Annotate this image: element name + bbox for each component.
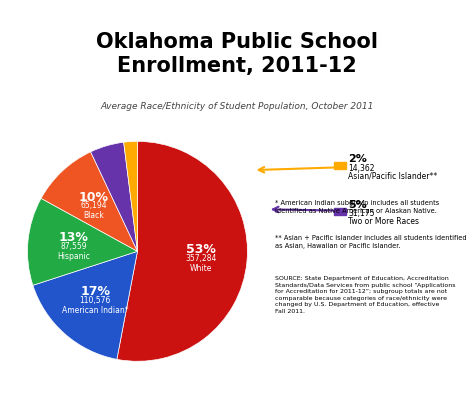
Text: 31,175: 31,175 <box>348 209 375 218</box>
Text: Black: Black <box>83 211 104 220</box>
Text: 17%: 17% <box>80 285 110 298</box>
Text: ** Asian + Pacific Islander includes all students identified
as Asian, Hawaiian : ** Asian + Pacific Islander includes all… <box>275 235 466 249</box>
Wedge shape <box>124 141 137 251</box>
Text: Hispanic: Hispanic <box>57 252 91 261</box>
Bar <box>334 162 346 169</box>
Text: 10%: 10% <box>79 191 109 204</box>
Text: 87,559: 87,559 <box>61 242 87 251</box>
Text: 5%: 5% <box>348 200 367 210</box>
Text: White: White <box>190 264 212 273</box>
Wedge shape <box>91 142 137 251</box>
Bar <box>334 208 346 215</box>
Wedge shape <box>41 152 137 251</box>
Text: Average Race/Ethnicity of Student Population, October 2011: Average Race/Ethnicity of Student Popula… <box>100 101 374 110</box>
Wedge shape <box>27 198 137 285</box>
Wedge shape <box>33 251 137 359</box>
Text: 357,284: 357,284 <box>185 254 217 263</box>
Text: 110,576: 110,576 <box>80 296 111 305</box>
Text: American Indian*: American Indian* <box>62 306 128 315</box>
Text: Two or More Races: Two or More Races <box>348 217 419 225</box>
Wedge shape <box>117 141 247 361</box>
Text: SOURCE: State Department of Education, Accreditation
Standards/Data Services fro: SOURCE: State Department of Education, A… <box>275 276 456 314</box>
Text: 2%: 2% <box>348 154 367 164</box>
Text: * American Indian subgroup includes all students
identified as Native American o: * American Indian subgroup includes all … <box>275 200 439 214</box>
Text: 53%: 53% <box>186 243 216 256</box>
Text: Asian/Pacific Islander**: Asian/Pacific Islander** <box>348 172 438 181</box>
Text: 13%: 13% <box>59 231 89 244</box>
Text: 14,362: 14,362 <box>348 164 375 173</box>
Text: Oklahoma Public School
Enrollment, 2011-12: Oklahoma Public School Enrollment, 2011-… <box>96 32 378 75</box>
Text: 65,194: 65,194 <box>81 201 107 211</box>
